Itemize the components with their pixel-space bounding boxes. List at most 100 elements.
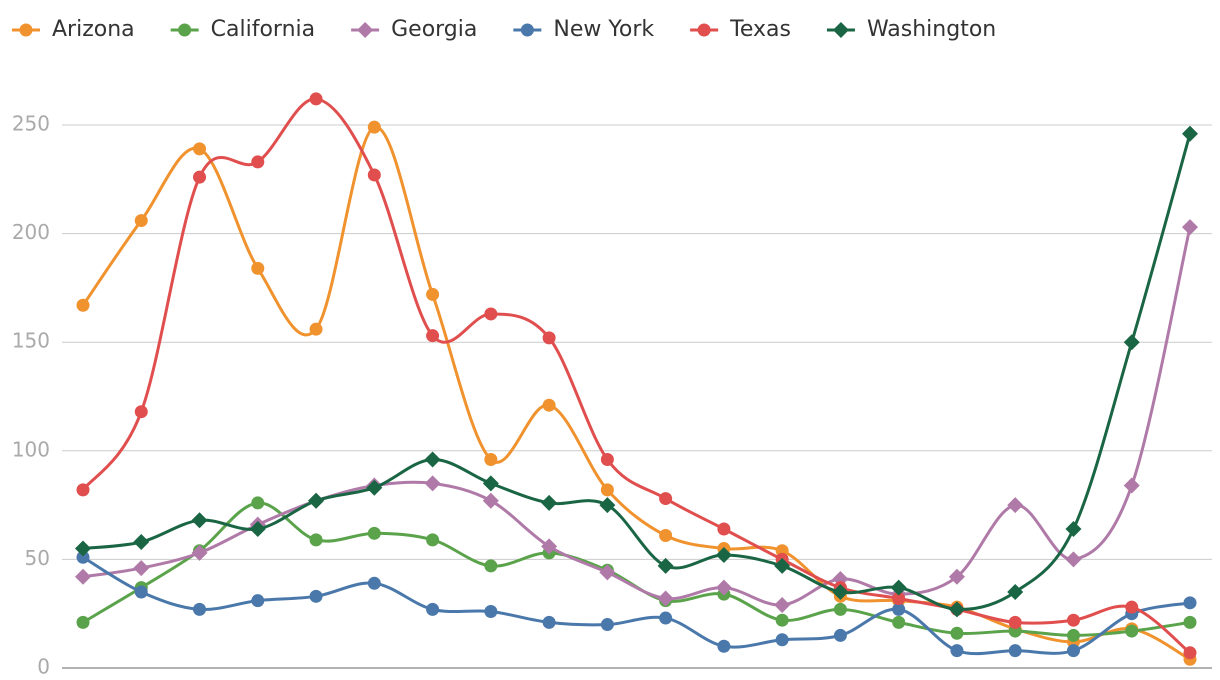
marker [659,492,673,506]
marker [599,564,616,581]
legend-item: Washington [826,17,996,42]
marker [774,597,791,614]
marker [251,261,265,275]
marker [1125,624,1139,638]
series-line [81,97,1191,654]
y-tick-label: 0 [37,655,50,679]
marker [309,322,323,336]
marker [832,22,849,38]
marker [1183,615,1197,629]
marker [657,557,674,574]
marker [659,529,673,543]
legend-item: California [170,17,315,42]
marker [19,23,33,37]
legend-item: Texas [690,17,791,42]
marker [193,142,207,156]
marker [134,585,148,599]
marker [178,23,192,37]
legend-item: Georgia [351,17,477,42]
marker [484,452,498,466]
series-line [82,133,1192,611]
marker [715,579,732,596]
marker [892,602,906,616]
legend-label: Arizona [52,17,135,42]
marker [191,512,208,529]
marker [367,120,381,134]
marker [426,533,440,547]
marker [251,155,265,169]
marker [1182,219,1198,236]
marker [1008,644,1022,658]
marker [482,475,499,492]
marker [541,538,558,555]
marker [426,287,440,301]
marker [775,613,789,627]
marker [251,594,265,608]
marker [1182,125,1198,142]
marker [309,533,323,547]
marker [1125,600,1139,614]
marker [357,22,374,38]
legend-item: New York [513,17,654,42]
legend-label: Georgia [391,17,477,42]
legend-label: California [211,17,315,42]
marker [717,522,731,536]
marker [1123,477,1140,494]
marker [948,601,965,618]
series-line [82,555,1191,656]
marker [367,526,381,540]
legend-label: Washington [867,17,996,42]
y-tick-label: 250 [12,112,50,136]
marker [833,628,847,642]
marker [75,568,91,585]
marker [1066,628,1080,642]
y-tick-label: 100 [12,437,50,461]
marker [191,544,208,561]
series-line [82,226,1192,607]
marker [717,639,731,653]
marker [774,557,791,574]
marker [133,560,150,577]
marker [1008,615,1022,629]
marker [482,492,499,509]
marker [542,398,556,412]
marker [76,298,90,312]
marker [308,492,325,509]
marker [309,589,323,603]
marker [134,214,148,228]
marker [599,497,616,514]
marker [600,452,614,466]
marker [892,591,906,605]
marker [1123,334,1140,351]
marker [1066,644,1080,658]
marker [484,559,498,573]
marker [426,602,440,616]
series-line [82,501,1191,637]
marker [950,626,964,640]
marker [890,579,907,596]
marker [659,611,673,625]
y-tick-label: 200 [12,220,50,244]
marker [892,615,906,629]
marker [520,23,534,37]
marker [424,451,441,468]
marker [1183,596,1197,610]
marker [600,618,614,632]
marker [541,494,558,511]
marker [1183,646,1197,660]
marker [426,329,440,343]
marker [367,576,381,590]
marker [600,483,614,497]
legend-label: New York [553,17,654,42]
marker [75,540,91,557]
y-tick-label: 150 [12,329,50,353]
marker [1065,551,1082,568]
marker [193,602,207,616]
marker [1007,583,1024,600]
marker [367,168,381,182]
marker [1065,520,1082,537]
marker [948,568,965,585]
marker [542,615,556,629]
marker [424,475,441,492]
marker [775,633,789,647]
